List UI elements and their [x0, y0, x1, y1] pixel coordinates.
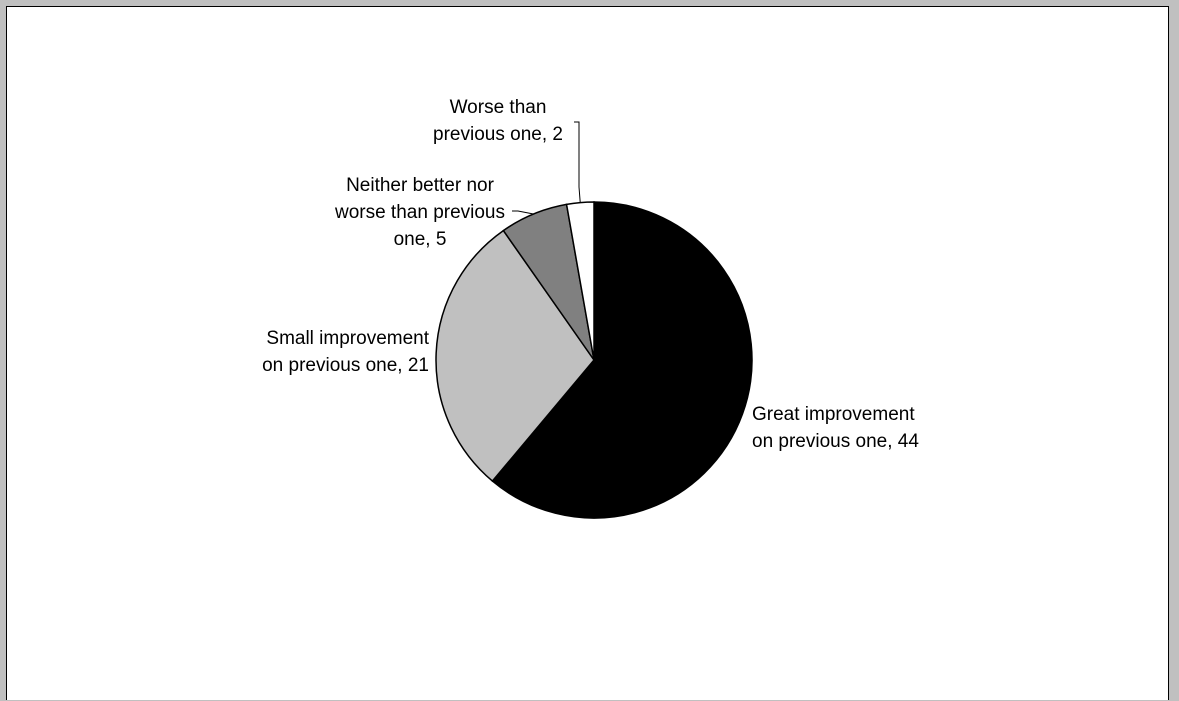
slice-label-great-improvement: Great improvement on previous one, 44	[752, 404, 919, 452]
label-small-line2: on previous one, 21	[262, 355, 429, 376]
slice-label-worse: Worse than previous one, 2	[433, 97, 563, 145]
leader-line-neither	[512, 210, 534, 215]
pie-slice-small-improvement	[435, 229, 595, 483]
slice-label-small-improvement: Small improvement on previous one, 21	[262, 328, 430, 376]
pie-slices	[435, 201, 753, 519]
pie-slice-great-improvement	[491, 201, 753, 519]
slice-label-neither: Neither better nor worse than previous o…	[334, 175, 505, 250]
leader-lines	[512, 121, 581, 215]
pie-chart: Great improvement on previous one, 44 Sm…	[262, 97, 919, 519]
label-small-line1: Small improvement	[266, 328, 429, 349]
chart-area: Great improvement on previous one, 44 Sm…	[6, 6, 1169, 700]
leader-line-worse	[574, 121, 581, 203]
label-great-line2: on previous one, 44	[752, 431, 919, 452]
label-great-line1: Great improvement	[752, 404, 915, 425]
label-neither-line3: one, 5	[394, 229, 447, 250]
label-neither-line2: worse than previous	[334, 202, 505, 223]
label-worse-line2: previous one, 2	[433, 124, 563, 145]
label-neither-line1: Neither better nor	[346, 175, 495, 196]
label-worse-line1: Worse than	[450, 97, 547, 118]
